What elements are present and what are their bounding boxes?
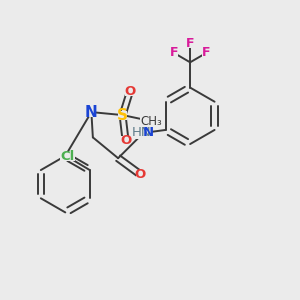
Text: F: F xyxy=(186,37,194,50)
FancyBboxPatch shape xyxy=(185,38,195,48)
FancyBboxPatch shape xyxy=(169,48,178,58)
Text: CH₃: CH₃ xyxy=(140,115,162,128)
FancyBboxPatch shape xyxy=(118,111,127,119)
FancyBboxPatch shape xyxy=(134,127,152,139)
FancyBboxPatch shape xyxy=(60,152,75,161)
FancyBboxPatch shape xyxy=(136,170,145,179)
FancyBboxPatch shape xyxy=(140,116,161,126)
Text: F: F xyxy=(169,46,178,59)
FancyBboxPatch shape xyxy=(202,48,211,58)
Text: S: S xyxy=(117,108,128,123)
Text: O: O xyxy=(120,134,131,147)
Text: F: F xyxy=(202,46,211,59)
FancyBboxPatch shape xyxy=(125,87,135,96)
Text: N: N xyxy=(143,126,154,140)
Text: Cl: Cl xyxy=(60,150,75,163)
Text: N: N xyxy=(85,105,98,120)
FancyBboxPatch shape xyxy=(87,108,96,117)
FancyBboxPatch shape xyxy=(121,136,130,145)
Text: O: O xyxy=(124,85,136,98)
Text: HN: HN xyxy=(132,126,152,140)
Text: O: O xyxy=(135,168,146,181)
